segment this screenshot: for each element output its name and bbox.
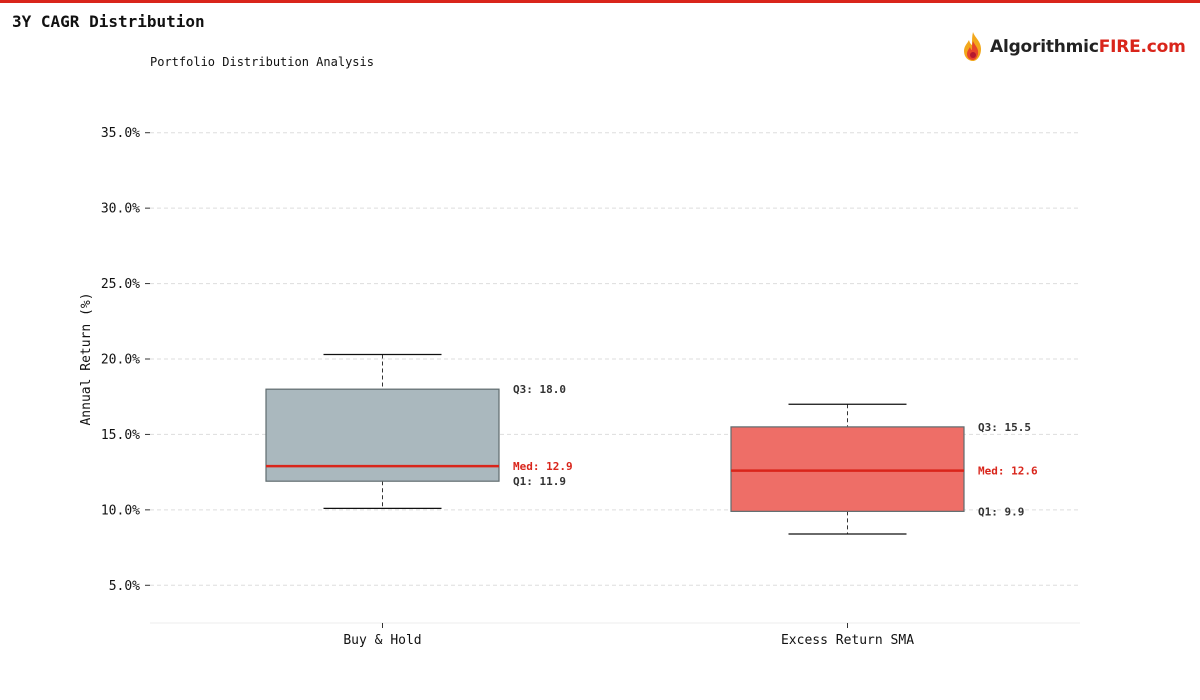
y-tick-label: 10.0%	[101, 503, 140, 518]
brand-logo[interactable]: AlgorithmicFIRE.com	[960, 30, 1186, 64]
chart-subtitle: Portfolio Distribution Analysis	[150, 55, 374, 69]
y-tick-label: 15.0%	[101, 428, 140, 443]
x-category-label: Excess Return SMA	[781, 633, 914, 648]
q3-label: Q3: 15.5	[978, 421, 1031, 434]
iqr-box	[265, 388, 500, 482]
q1-label: Q1: 9.9	[978, 505, 1024, 518]
logo-text: AlgorithmicFIRE.com	[990, 37, 1186, 57]
median-label: Med: 12.9	[513, 460, 573, 473]
top-accent-bar	[0, 0, 1200, 3]
logo-text-main: Algorithmic	[990, 37, 1099, 57]
y-tick-label: 20.0%	[101, 353, 140, 368]
y-tick-label: 25.0%	[101, 277, 140, 292]
y-tick-label: 5.0%	[109, 579, 140, 594]
iqr-box	[730, 426, 965, 512]
chart-title: 3Y CAGR Distribution	[12, 12, 205, 31]
x-category-label: Buy & Hold	[343, 633, 421, 648]
q1-label: Q1: 11.9	[513, 475, 566, 488]
logo-text-accent: FIRE.com	[1098, 37, 1186, 57]
median-label: Med: 12.6	[978, 465, 1038, 478]
y-axis-title: Annual Return (%)	[79, 292, 94, 425]
q3-label: Q3: 18.0	[513, 383, 566, 396]
y-tick-label: 30.0%	[101, 202, 140, 217]
y-tick-label: 35.0%	[101, 126, 140, 141]
flame-icon	[964, 32, 981, 61]
